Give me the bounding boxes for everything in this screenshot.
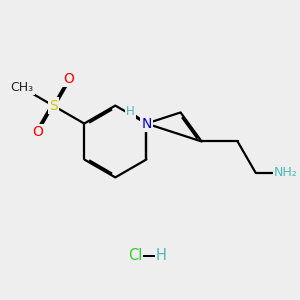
Text: H: H bbox=[126, 105, 135, 119]
Text: NH₂: NH₂ bbox=[274, 166, 298, 179]
Text: Cl: Cl bbox=[128, 248, 142, 263]
Text: S: S bbox=[49, 99, 58, 112]
Text: CH₃: CH₃ bbox=[11, 81, 34, 94]
Text: O: O bbox=[32, 125, 43, 139]
Text: N: N bbox=[141, 116, 152, 130]
Text: H: H bbox=[156, 248, 167, 263]
Text: O: O bbox=[63, 72, 74, 86]
